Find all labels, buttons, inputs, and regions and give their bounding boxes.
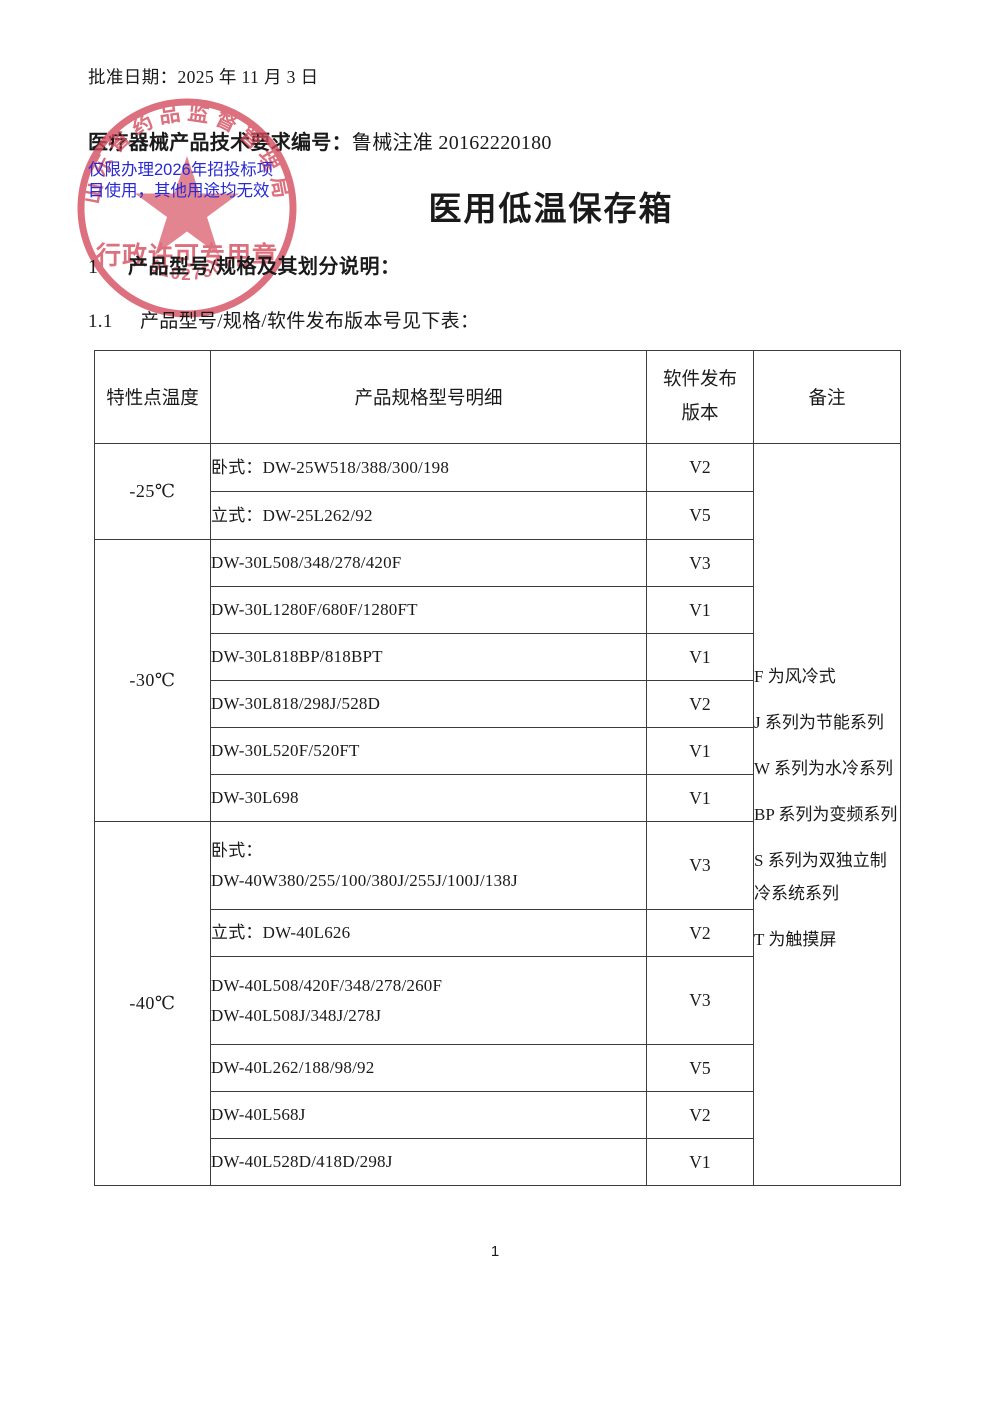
cell-software-version: V2 [646,1091,754,1139]
table-row: DW-40L508/420F/348/278/260F DW-40L508J/34… [95,956,901,1045]
table-row: DW-30L818/298J/528D V2 [95,680,901,728]
remark-item: W 系列为水冷系列 [754,759,893,778]
column-header-software-version-line1: 软件发布 [662,370,737,390]
cell-specification: 立式：DW-40L626 [210,909,647,957]
specification-line: DW-30L1280F/680F/1280FT [211,600,418,619]
table-header-row: 特性点温度 产品规格型号明细 软件发布 版本 备注 [94,350,901,444]
document-number-label: 医疗器械产品技术要求编号： [88,132,352,154]
column-header-remarks: 备注 [753,350,901,444]
cell-specification: 立式：DW-25L262/92 [210,491,647,540]
remark-item: T 为触摸屏 [754,930,837,949]
cell-software-version: V5 [646,1044,754,1092]
column-header-temperature: 特性点温度 [94,350,211,444]
specification-line: 立式：DW-25L262/92 [211,505,373,525]
approval-date: 批准日期：2025 年 11 月 3 日 [88,67,319,87]
cell-software-version: V1 [646,727,754,775]
remark-item: F 为风冷式 [754,667,836,686]
cell-software-version: V1 [646,633,754,681]
specification-line: DW-30L520F/520FT [211,741,360,760]
page-number: 1 [490,1243,500,1260]
table-row: DW-40L262/188/98/92 V5 [95,1044,901,1092]
page-title: 医用低温保存箱 [428,192,674,228]
table-row: 立式：DW-25L262/92 V5 [95,491,901,540]
cell-software-version: V3 [646,539,754,587]
specification-line: DW-40L568J [211,1105,306,1124]
table-row: 立式：DW-40L626 V2 [95,909,901,957]
column-header-software-version-line2: 版本 [681,404,719,424]
cell-temperature: -30℃ [94,539,211,822]
section-1-1-number: 1.1 [88,311,113,332]
cell-software-version: V1 [646,1138,754,1186]
cell-specification: DW-40L568J [210,1091,647,1139]
cell-specification: DW-40L528D/418D/298J [210,1138,647,1186]
document-number-line: 医疗器械产品技术要求编号：鲁械注准 20162220180 [88,126,552,155]
specification-line: DW-40L528D/418D/298J [211,1152,393,1171]
table-row: DW-40L528D/418D/298J V1 [95,1138,901,1186]
cell-specification: 卧式： DW-40W380/255/100/380J/255J/100J/138J [210,821,647,910]
section-heading-1-1: 1.1 产品型号/规格/软件发布版本号见下表： [88,306,479,333]
cell-software-version: V2 [646,680,754,728]
table-row: DW-30L520F/520FT V1 [95,727,901,775]
cell-specification: DW-40L262/188/98/92 [210,1044,647,1092]
remark-item: BP 系列为变频系列 [754,805,898,824]
cell-temperature: -40℃ [94,821,211,1186]
specification-line: DW-30L508/348/278/420F [211,553,402,572]
remark-item: J 系列为节能系列 [754,713,884,732]
section-1-text: 产品型号/规格及其划分说明： [128,256,401,278]
specification-line: DW-30L818/298J/528D [211,694,381,713]
table-body: -25℃ 卧式：DW-25W518/388/300/198 V2 F 为风冷式 J 系列… [94,443,901,1186]
specification-line: DW-40L262/188/98/92 [211,1058,375,1077]
cell-software-version: V5 [646,491,754,540]
specification-line: DW-40L508/420F/348/278/260F [211,975,443,995]
cell-software-version: V2 [646,909,754,957]
cell-specification: DW-30L508/348/278/420F [210,539,647,587]
cell-remarks: F 为风冷式 J 系列为节能系列 W 系列为水冷系列 BP 系列为变频系列 S 系列为双… [753,443,901,1186]
cell-software-version: V1 [646,774,754,822]
section-1-1-text: 产品型号/规格/软件发布版本号见下表： [140,311,480,332]
remark-item: S 系列为双独立制冷系统系列 [754,851,887,903]
cell-specification: DW-30L698 [210,774,647,822]
cell-specification: DW-40L508/420F/348/278/260F DW-40L508J/34… [210,956,647,1045]
cell-specification: DW-30L818BP/818BPT [210,633,647,681]
cell-software-version: V3 [646,821,754,910]
section-heading-1: 1 产品型号/规格及其划分说明： [88,250,401,279]
cell-software-version: V3 [646,956,754,1045]
specification-line: 卧式：DW-25W518/388/300/198 [211,457,450,477]
cell-specification: DW-30L1280F/680F/1280FT [210,586,647,634]
table-row: -25℃ 卧式：DW-25W518/388/300/198 V2 F 为风冷式 J 系列… [94,443,901,1186]
column-header-software-version: 软件发布 版本 [646,350,754,444]
specification-line: DW-30L698 [211,788,299,807]
cell-specification: DW-30L818/298J/528D [210,680,647,728]
specification-line: DW-40W380/255/100/380J/255J/100J/138J [211,870,518,890]
table-row: DW-30L698 V1 [95,774,901,822]
seal-overlay-note: 仅限办理2026年招投标项 目使用，其他用途均无效 [88,161,274,200]
table-row: DW-30L818BP/818BPT V1 [95,633,901,681]
column-header-specification: 产品规格型号明细 [210,350,647,444]
specification-line: DW-40L508J/348J/278J [211,1005,382,1025]
section-1-number: 1 [88,256,99,278]
cell-software-version: V1 [646,586,754,634]
cell-temperature: -25℃ [94,443,211,540]
table-row: -40℃ 卧式： DW-40W380/255/100/380J/255J/100J/… [94,821,901,1186]
cell-specification: DW-30L520F/520FT [210,727,647,775]
specification-line: 卧式： [211,840,263,860]
specification-line: DW-30L818BP/818BPT [211,647,383,666]
specification-line: 立式：DW-40L626 [211,923,351,942]
cell-software-version: V2 [646,443,754,492]
document-number-value: 鲁械注准 20162220180 [351,132,552,154]
product-specification-table: 特性点温度 产品规格型号明细 软件发布 版本 备注 -25℃ 卧式：DW-25W5… [94,350,901,1186]
cell-specification: 卧式：DW-25W518/388/300/198 [210,443,647,492]
table-row: DW-40L568J V2 [95,1091,901,1139]
